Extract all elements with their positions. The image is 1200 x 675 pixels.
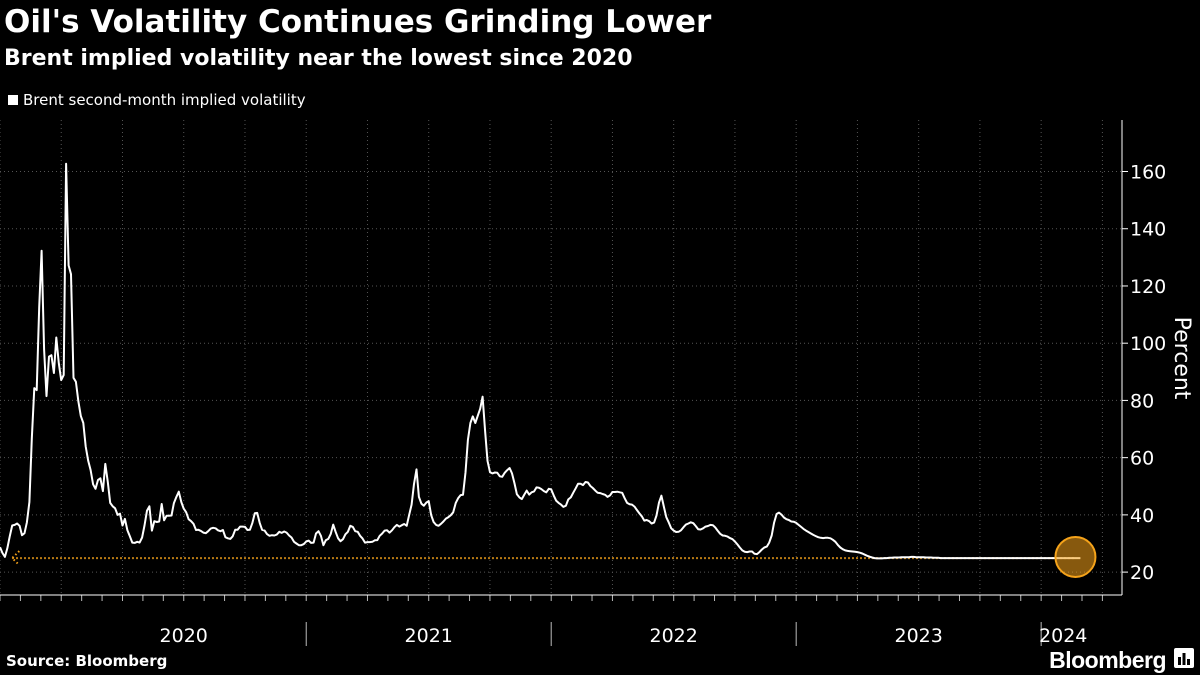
series-line bbox=[0, 162, 1081, 560]
x-tick-label: 2020 bbox=[160, 625, 208, 647]
chart-subtitle: Brent implied volatility near the lowest… bbox=[4, 46, 633, 71]
y-tick-label: 40 bbox=[1130, 505, 1154, 527]
y-tick-label: 140 bbox=[1130, 219, 1166, 241]
legend-swatch bbox=[8, 95, 18, 105]
legend: Brent second-month implied volatility bbox=[8, 91, 306, 109]
y-axis-title: Percent bbox=[1169, 317, 1194, 400]
source-note: Source: Bloomberg bbox=[6, 652, 168, 670]
legend-label: Brent second-month implied volatility bbox=[23, 91, 306, 109]
highlight-circle bbox=[1054, 535, 1097, 578]
chart-title: Oil's Volatility Continues Grinding Lowe… bbox=[4, 4, 712, 40]
y-tick-label: 160 bbox=[1130, 162, 1166, 184]
x-tick-label: 2024 bbox=[1039, 625, 1087, 647]
y-tick-label: 20 bbox=[1130, 562, 1154, 584]
reference-arrow bbox=[10, 550, 20, 566]
y-tick-label: 100 bbox=[1130, 333, 1166, 355]
x-tick-label: 2022 bbox=[650, 625, 698, 647]
bloomberg-chart-icon bbox=[1174, 648, 1194, 668]
y-tick-label: 120 bbox=[1130, 276, 1166, 298]
x-tick-label: 2021 bbox=[405, 625, 453, 647]
bloomberg-logo: Bloomberg bbox=[1049, 647, 1166, 673]
x-tick-label: 2023 bbox=[894, 625, 942, 647]
y-tick-label: 80 bbox=[1130, 390, 1154, 412]
y-tick-label: 60 bbox=[1130, 448, 1154, 470]
